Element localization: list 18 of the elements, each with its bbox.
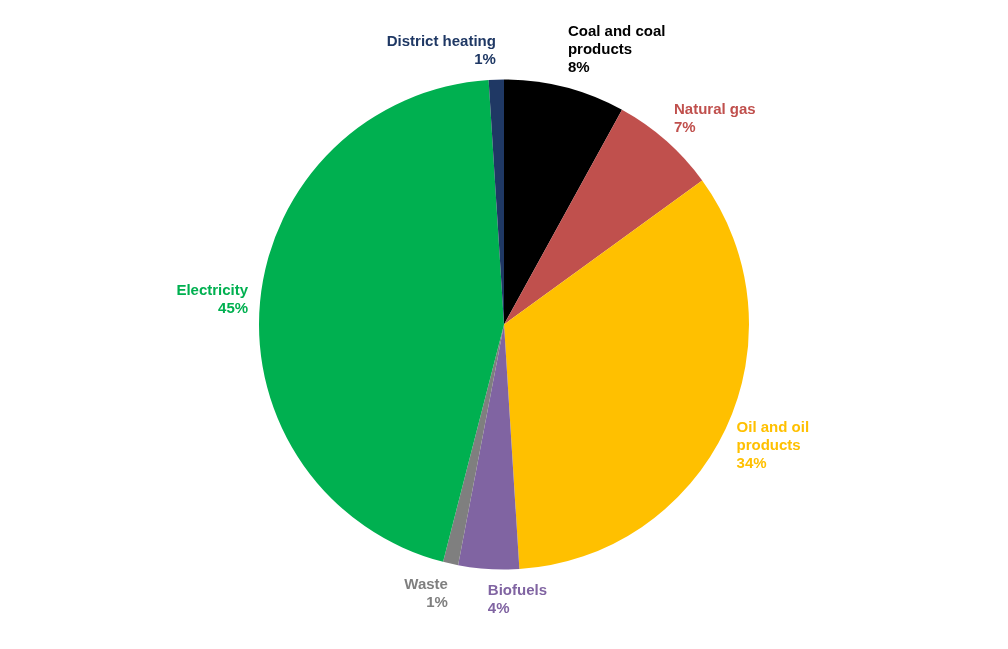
pie-slice <box>458 324 520 570</box>
pie-slice <box>443 324 504 566</box>
data-label: 45% <box>218 298 249 316</box>
data-label: 4% <box>487 598 510 616</box>
data-label: 1% <box>474 49 496 67</box>
slice-label: Natural gas <box>673 100 756 118</box>
slice-label: Waste <box>404 574 448 592</box>
pie-slice <box>259 79 504 562</box>
data-label: 34% <box>736 454 767 472</box>
slice-label: Biofuels <box>487 580 548 598</box>
data-label: 1% <box>426 592 448 610</box>
slice-label: Oil and oil products <box>736 418 810 454</box>
pie-slice <box>504 79 623 325</box>
data-label: 7% <box>673 118 696 136</box>
slice-label: District heating <box>386 31 496 49</box>
data-label: 8% <box>567 58 590 76</box>
slice-label: Coal and coal products <box>567 22 666 58</box>
slice-label: Electricity <box>176 280 249 298</box>
